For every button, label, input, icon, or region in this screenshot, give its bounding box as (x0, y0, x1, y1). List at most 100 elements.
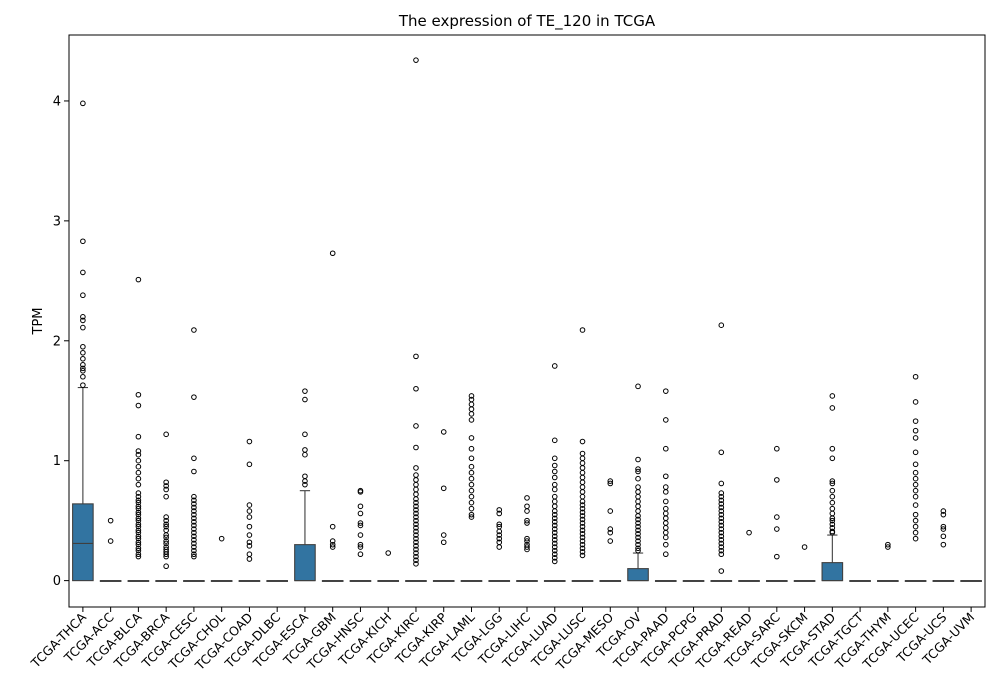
outlier-point (718, 537, 725, 543)
outlier-point (413, 496, 419, 502)
outlier-point (135, 499, 142, 506)
outlier-point (912, 475, 919, 482)
outlier-point (579, 450, 586, 457)
outlier-point (718, 497, 725, 504)
outlier-point (774, 553, 780, 560)
outlier-point (135, 391, 142, 398)
outlier-point (524, 520, 530, 526)
outlier-point (551, 481, 558, 488)
outlier-point (912, 427, 919, 434)
outlier-point (718, 504, 725, 511)
outlier-point (829, 517, 836, 524)
outlier-point (718, 322, 725, 328)
outlier-point (246, 532, 253, 538)
outlier-point (635, 484, 641, 490)
outlier-point (135, 517, 142, 524)
outlier-point (440, 485, 447, 492)
outlier-point (579, 545, 586, 552)
outlier-point (413, 546, 419, 553)
outlier-point (246, 523, 253, 530)
outlier-point (135, 551, 142, 558)
outlier-point (801, 544, 808, 550)
outlier-point (579, 505, 586, 512)
outlier-point (246, 461, 253, 468)
outlier-point (551, 547, 558, 554)
plot-frame (68, 34, 986, 608)
outlier-point (80, 269, 86, 276)
outlier-point (468, 455, 475, 462)
outlier-point (246, 508, 253, 514)
outlier-point (163, 517, 169, 524)
outlier-point (551, 522, 558, 529)
outlier-point (829, 505, 836, 512)
outlier-point (579, 538, 586, 544)
outlier-point (302, 451, 308, 458)
outlier-point (135, 503, 142, 510)
box (72, 503, 94, 582)
outlier-point (468, 475, 475, 482)
box (627, 568, 649, 582)
plot-area: 01234TCGA-THCATCGA-ACCTCGA-BLCATCGA-BRCA… (27, 57, 982, 674)
outlier-point (829, 515, 836, 522)
outlier-point (635, 523, 641, 530)
outlier-point (635, 493, 641, 500)
outlier-point (662, 520, 669, 526)
outlier-point (829, 405, 836, 411)
outlier-point (80, 373, 86, 380)
outlier-point (912, 435, 919, 441)
outlier-point (163, 479, 169, 486)
outlier-point (413, 543, 419, 549)
outlier-point (246, 438, 253, 445)
outlier-point (551, 468, 558, 475)
outlier-point (662, 525, 669, 531)
outlier-point (551, 555, 558, 561)
outlier-point (662, 551, 669, 558)
outlier-point (413, 510, 419, 517)
outlier-point (662, 515, 669, 522)
outlier-point (579, 549, 586, 555)
outlier-point (579, 455, 586, 462)
outlier-point (579, 469, 586, 476)
outlier-point (413, 499, 419, 506)
outlier-point (551, 515, 558, 522)
outlier-point (662, 489, 669, 495)
outlier-point (413, 472, 419, 478)
outlier-point (246, 514, 253, 520)
outlier-point (246, 502, 253, 508)
outlier-point (829, 499, 836, 506)
outlier-point (413, 465, 419, 471)
outlier-point (135, 493, 142, 500)
outlier-point (912, 511, 919, 518)
outlier-point (191, 515, 197, 522)
outlier-point (135, 433, 142, 440)
outlier-point (135, 533, 142, 540)
outlier-point (468, 445, 475, 452)
outlier-point (191, 493, 197, 500)
outlier-point (551, 558, 558, 565)
outlier-point (718, 490, 725, 496)
outlier-point (635, 545, 641, 552)
outlier-point (80, 324, 86, 331)
outlier-point (135, 402, 142, 409)
outlier-point (718, 449, 725, 456)
outlier-point (468, 417, 475, 423)
outlier-point (357, 544, 364, 550)
outlier-point (191, 501, 197, 507)
outlier-point (829, 487, 836, 494)
outlier-point (912, 469, 919, 476)
outlier-point (662, 541, 669, 548)
outlier-point (496, 544, 503, 550)
outlier-point (357, 510, 364, 517)
outlier-point (940, 511, 947, 518)
outlier-point (607, 538, 614, 544)
outlier-point (246, 556, 253, 562)
outlier-point (440, 532, 447, 538)
outlier-point (468, 401, 475, 408)
outlier-point (468, 411, 475, 417)
outlier-point (718, 533, 725, 540)
outlier-point (329, 250, 336, 257)
outlier-point (413, 503, 419, 510)
outlier-point (607, 529, 614, 536)
outlier-point (329, 544, 336, 550)
outlier-point (135, 541, 142, 548)
